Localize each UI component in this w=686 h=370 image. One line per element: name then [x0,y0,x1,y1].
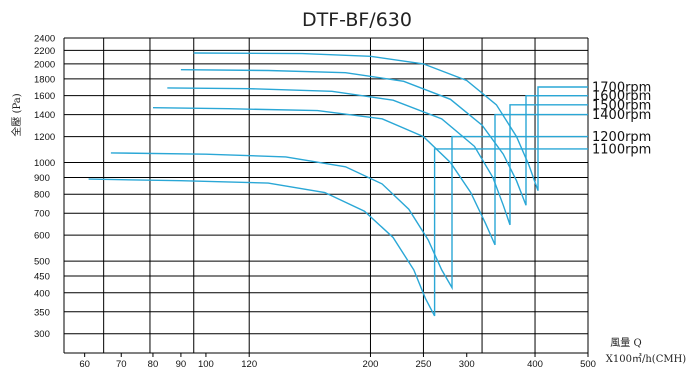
y-tick-label: 1400 [34,110,55,121]
y-tick-label: 2400 [34,34,55,45]
y-tick-label: 300 [34,329,50,340]
y-tick-label: 2000 [34,59,55,70]
series-line-1700rpm [193,52,588,191]
x-tick-label: 90 [176,359,187,370]
y-tick-label: 400 [34,288,50,299]
series-line-1600rpm [180,69,588,206]
x-axis-label-line2: X100㎥/h(CMH) [606,352,686,365]
y-tick-label: 600 [34,231,50,242]
x-tick-label: 60 [79,359,90,370]
y-tick-label: 2200 [34,46,55,57]
series-label-1200rpm: 1200rpm [592,130,651,145]
y-tick-label: 1000 [34,158,55,169]
y-tick-label: 450 [34,272,50,283]
y-tick-label: 500 [34,257,50,268]
x-tick-label: 70 [116,359,127,370]
series-label-1700rpm: 1700rpm [592,81,651,96]
series-label-1600rpm: 1600rpm [592,89,651,104]
x-axis-label-line1: 風量 Q [610,337,641,349]
y-tick-label: 1800 [34,74,55,85]
x-tick-label: 100 [198,359,214,370]
series-line-1500rpm [167,87,588,226]
y-tick-label: 900 [34,173,50,184]
chart-title: DTF-BF/630 [302,9,412,31]
y-tick-label: 700 [34,209,50,220]
series-line-1100rpm [88,148,588,317]
y-axis-label: 全壓 (Pa) [10,93,23,136]
x-tick-label: 80 [148,359,159,370]
series-label-1100rpm: 1100rpm [592,142,651,157]
x-tick-label: 400 [527,359,543,370]
y-tick-label: 1600 [34,91,55,102]
x-tick-label: 300 [459,359,475,370]
series-line-1200rpm [110,135,588,291]
y-tick-label: 350 [34,307,50,318]
x-tick-label: 250 [416,359,432,370]
series-label-1400rpm: 1400rpm [592,108,651,123]
x-tick-label: 500 [580,359,596,370]
x-tick-label: 200 [363,359,379,370]
series-label-1500rpm: 1500rpm [592,98,651,113]
x-tick-label: 120 [241,359,257,370]
series-line-1400rpm [152,107,588,246]
y-tick-label: 1200 [34,132,55,143]
y-tick-label: 800 [34,190,50,201]
